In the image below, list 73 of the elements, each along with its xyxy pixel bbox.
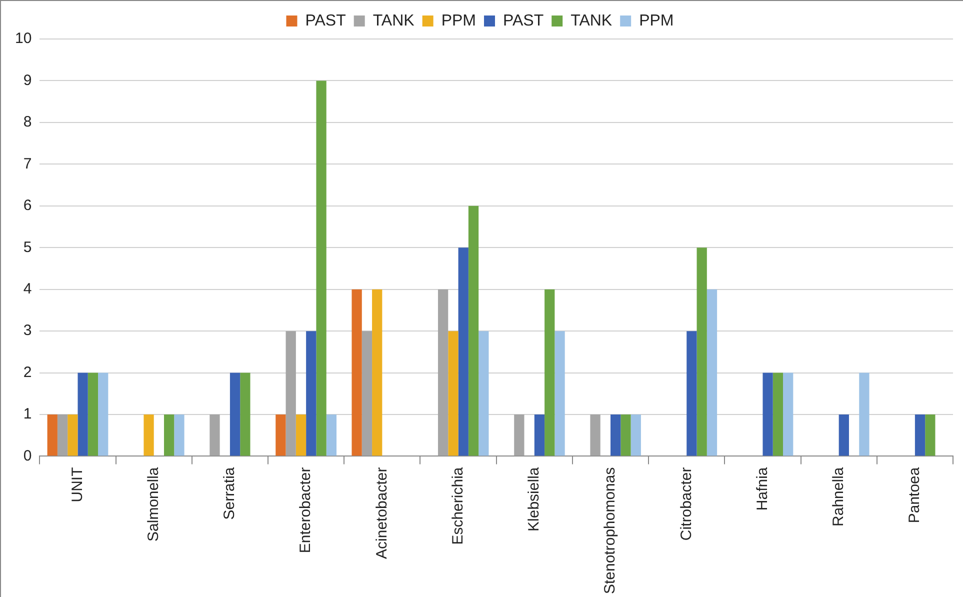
bar bbox=[230, 372, 240, 456]
y-tick-label: 7 bbox=[23, 155, 32, 172]
bar bbox=[174, 414, 184, 456]
legend-label: TANK bbox=[570, 12, 612, 30]
bar bbox=[762, 372, 773, 456]
bar bbox=[544, 289, 555, 456]
bar bbox=[372, 289, 382, 456]
bar bbox=[286, 331, 296, 456]
x-tick-label: Klebsiella bbox=[526, 466, 543, 532]
legend-label: PAST bbox=[305, 12, 346, 30]
bar bbox=[838, 414, 849, 456]
bar bbox=[696, 248, 707, 456]
x-tick-label: Hafnia bbox=[754, 466, 771, 511]
bar bbox=[352, 289, 362, 456]
bar bbox=[362, 331, 372, 456]
bar bbox=[706, 289, 718, 456]
bar bbox=[438, 289, 448, 456]
bar bbox=[98, 372, 108, 456]
bar bbox=[686, 331, 697, 456]
bar bbox=[468, 206, 479, 456]
bar bbox=[306, 331, 316, 456]
bar bbox=[620, 414, 631, 456]
bar bbox=[610, 414, 621, 456]
bar bbox=[68, 414, 78, 456]
bar bbox=[240, 372, 250, 456]
legend-label: PPM bbox=[441, 12, 476, 30]
legend-label: PPM bbox=[639, 12, 674, 30]
y-tick-label: 0 bbox=[23, 447, 32, 464]
bar bbox=[478, 331, 489, 456]
bar bbox=[57, 414, 68, 456]
x-tick-label: Citrobacter bbox=[678, 467, 695, 541]
x-tick-label: Acinetobacter bbox=[373, 467, 390, 559]
bar bbox=[276, 414, 286, 456]
bar bbox=[534, 414, 545, 456]
bar bbox=[554, 331, 565, 456]
bar bbox=[630, 414, 641, 456]
x-tick-label: Stenotrophomonas bbox=[602, 467, 619, 594]
x-tick-label: Serratia bbox=[221, 466, 238, 520]
x-tick-label: Enterobacter bbox=[297, 467, 314, 554]
bar bbox=[590, 414, 600, 456]
y-tick-label: 3 bbox=[23, 322, 32, 340]
legend-label: TANK bbox=[372, 12, 415, 30]
y-tick-label: 4 bbox=[23, 280, 32, 298]
legend-label: PAST bbox=[503, 12, 544, 30]
y-tick-label: 10 bbox=[14, 30, 32, 48]
x-tick-label: Rahnella bbox=[830, 466, 847, 526]
y-tick-label: 9 bbox=[23, 72, 32, 89]
bar bbox=[47, 414, 58, 456]
y-tick-label: 5 bbox=[23, 238, 32, 256]
bar bbox=[448, 331, 458, 456]
y-tick-label: 8 bbox=[23, 114, 32, 131]
bar bbox=[296, 414, 306, 456]
bar bbox=[326, 414, 337, 456]
y-tick-label: 6 bbox=[23, 197, 32, 214]
bar bbox=[783, 372, 794, 456]
bar bbox=[164, 414, 174, 456]
x-tick-label: Escherichia bbox=[449, 466, 466, 545]
bar bbox=[859, 372, 870, 456]
bar bbox=[210, 414, 220, 456]
x-tick-label: Pantoea bbox=[906, 466, 924, 524]
bar bbox=[458, 248, 468, 456]
bar bbox=[772, 372, 784, 456]
bar bbox=[514, 414, 524, 456]
bar bbox=[88, 372, 98, 456]
y-tick-label: 1 bbox=[23, 406, 32, 423]
bar bbox=[78, 372, 88, 456]
x-tick-label: UNIT bbox=[68, 467, 86, 502]
bar bbox=[925, 414, 936, 456]
bar bbox=[914, 414, 926, 456]
x-tick-label: Salmonella bbox=[144, 466, 162, 542]
y-tick-label: 2 bbox=[23, 364, 32, 381]
bar bbox=[144, 414, 154, 456]
bar bbox=[316, 80, 326, 456]
